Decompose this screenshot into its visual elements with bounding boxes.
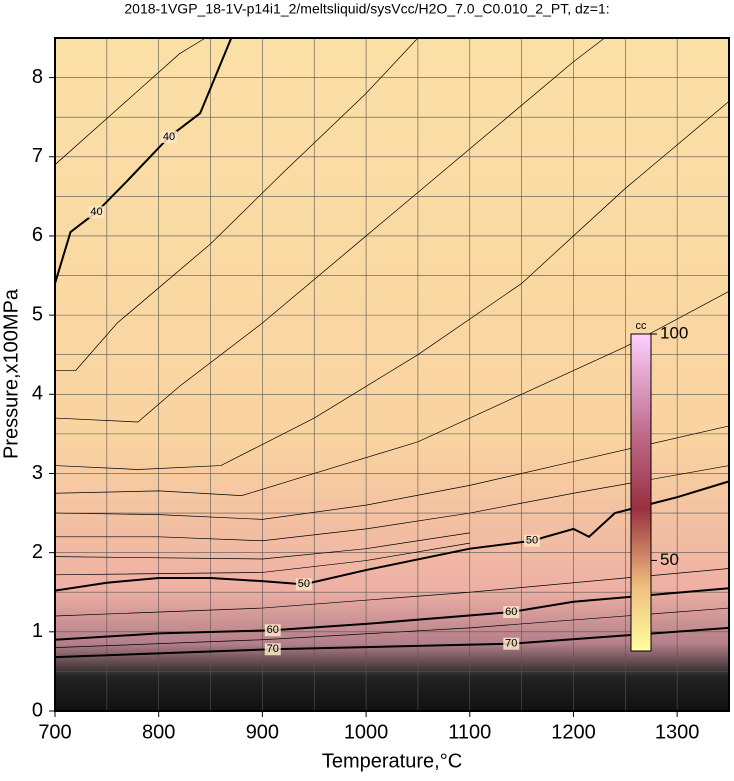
contour-line (54, 587, 730, 641)
contour-line (55, 37, 419, 371)
plot-background (55, 38, 729, 711)
x-tick-label: 1200 (551, 721, 596, 743)
x-tick-label: 1100 (448, 721, 491, 743)
contour-line (54, 37, 605, 423)
contour-label-bg (161, 130, 178, 143)
y-tick-label: 2 (32, 541, 43, 563)
contour-line (54, 480, 730, 592)
contour-label: 50 (298, 578, 310, 590)
contour-label: 60 (267, 624, 279, 636)
contour-line (55, 465, 730, 542)
contour-label-bg (88, 206, 105, 219)
x-tick-label: 700 (38, 721, 71, 743)
contour-line (54, 542, 470, 576)
contour-label: 50 (526, 535, 538, 547)
contour-label-bg (503, 637, 520, 650)
y-tick-label: 4 (32, 383, 43, 405)
colorbar-tick-label: 50 (660, 550, 679, 569)
contour-label-bg (264, 643, 281, 656)
y-tick-label: 1 (32, 620, 43, 642)
y-axis-title: Pressure,x100MPa (0, 288, 22, 459)
contour-line (54, 101, 730, 470)
contour-line (54, 532, 470, 560)
contour-label: 70 (505, 638, 517, 650)
contour-label-bg (264, 624, 281, 637)
x-tick-label: 1000 (344, 721, 389, 743)
y-tick-label: 8 (32, 66, 43, 88)
contour-label: 60 (505, 606, 517, 618)
contour-line (54, 37, 233, 284)
y-tick-label: 0 (32, 699, 43, 721)
y-tick-label: 3 (32, 462, 43, 484)
contour-line (54, 568, 730, 617)
contour-line (54, 626, 730, 659)
contour-label: 70 (267, 643, 279, 655)
x-tick-label: 1300 (655, 721, 700, 743)
contour-label-bg (503, 606, 520, 619)
y-tick-label: 7 (32, 145, 43, 167)
contour-line (54, 425, 730, 520)
plot-frame (54, 37, 730, 712)
contour-label-bg (295, 578, 312, 591)
y-tick-label: 6 (32, 224, 43, 246)
contour-line (54, 37, 206, 165)
contour-line (54, 291, 730, 496)
colorbar (630, 333, 652, 652)
chart-title: 2018-1VGP_18-1V-p14i1_2/meltsliquid/sysV… (124, 1, 609, 17)
x-tick-label: 900 (246, 721, 279, 743)
contour-line (54, 607, 730, 649)
x-axis-title: Temperature,°C (322, 750, 462, 772)
contour-label: 40 (90, 206, 102, 218)
x-tick-label: 800 (142, 721, 175, 743)
colorbar-tick-label: 100 (660, 323, 688, 342)
colorbar-label: cc (636, 320, 648, 332)
contour-label-bg (523, 534, 540, 547)
contour-label: 40 (163, 131, 175, 143)
y-tick-label: 5 (32, 303, 43, 325)
